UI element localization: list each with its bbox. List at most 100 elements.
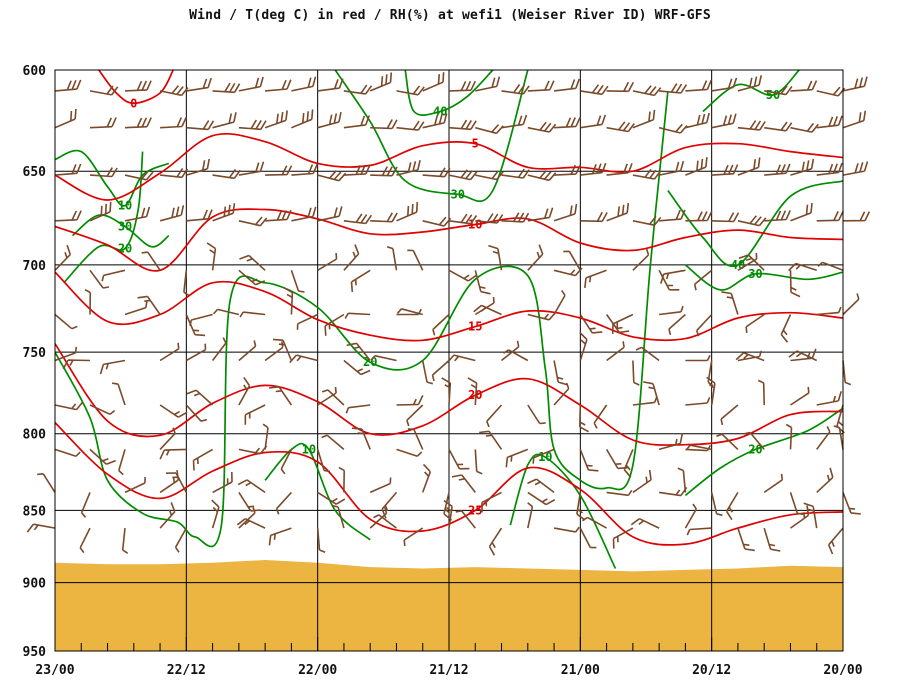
wind-barb [289,354,318,364]
wind-barb [553,289,566,315]
wind-barb [343,213,373,225]
temperature-contour-label: 5 [472,137,479,151]
wind-barb [711,77,738,92]
wind-barb [503,349,529,362]
wind-barb-shape [448,213,478,225]
wind-barb [317,170,347,182]
wind-barb [206,242,217,271]
wind-barb-shape [317,252,338,271]
wind-barb-shape [686,527,712,536]
wind-barb [189,313,213,327]
wind-barb [62,359,91,370]
wind-barb-shape [745,313,765,333]
wind-barb-shape [720,404,739,426]
wind-barb [659,305,684,316]
wind-barb [481,491,502,513]
wind-barb [124,80,152,92]
wind-barb [527,404,546,425]
wind-barb [579,314,603,334]
wind-barb [606,81,635,93]
y-tick-label: 950 [23,645,47,660]
wind-barb [685,79,713,92]
wind-barb [789,492,804,516]
wind-barb-shape [396,85,425,96]
wind-barb [264,110,288,129]
wind-barb [343,115,370,129]
wind-barb-shape [239,254,266,271]
wind-barb [763,527,781,552]
rh-contour-line [684,264,844,291]
wind-barb [124,476,146,494]
wind-barb [160,117,187,129]
wind-barb-shape [501,84,530,95]
wind-barb-shape [159,448,187,460]
wind-barb-shape [290,270,305,293]
wind-barb-shape [710,492,723,517]
wind-barb [725,491,739,521]
wind-barb [89,201,112,222]
wind-barb-shape [580,162,607,176]
wind-barb-shape [527,311,557,321]
wind-barb [553,360,569,386]
wind-barb [291,109,314,129]
wind-barb-shape [396,395,424,406]
wind-barb-shape [316,449,331,473]
wind-barb-shape [421,463,432,493]
wind-barb [563,250,581,271]
wind-barb [553,526,580,533]
wind-barb-shape [289,354,318,364]
wind-barb-shape [711,164,739,176]
wind-barb [816,391,842,406]
wind-barb [488,527,503,556]
chart-title: Wind / T(deg C) in red / RH(%) at wefi1 … [189,8,711,23]
wind-barb-shape [474,270,491,295]
wind-barb-shape [842,211,871,222]
wind-barb-shape [159,342,180,362]
wind-barb [238,161,265,176]
y-tick-label: 750 [23,346,47,361]
wind-barb [238,216,268,227]
wind-barb [474,449,483,475]
wind-barb [343,244,360,271]
wind-barb [291,76,317,92]
wind-barb [606,121,635,133]
wind-barb-shape [789,492,804,516]
wind-barb-shape [503,349,529,362]
wind-barb [446,354,476,364]
wind-barb-shape [396,202,419,222]
wind-barb-shape [124,80,152,92]
wind-barb-shape [26,523,56,533]
wind-barb [695,313,713,337]
wind-barb-shape [89,269,110,289]
wind-barb-shape [584,269,607,288]
wind-barb [632,109,656,129]
wind-barb [474,270,491,295]
wind-barb [26,523,56,533]
wind-barb-shape [744,431,765,450]
wind-barb [788,350,818,362]
wind-barb-shape [659,83,688,94]
wind-barb-shape [343,164,371,176]
wind-barb-shape [632,85,662,97]
wind-barb-shape [842,161,869,176]
wind-barb [474,296,495,316]
wind-barb [790,122,819,133]
x-tick-label: 22/00 [298,663,337,678]
wind-barb-shape [527,169,557,182]
wind-barb-shape [721,291,739,315]
wind-barb-shape [441,377,452,406]
wind-barb-shape [124,301,148,316]
wind-barb [623,449,634,478]
wind-barb [448,213,478,225]
wind-barb-shape [272,338,293,361]
wind-barb-shape [124,476,146,494]
wind-barb-shape [422,113,448,129]
wind-barb-shape [475,76,501,92]
wind-barb-shape [737,157,761,176]
wind-barb [186,120,215,131]
wind-barb-shape [711,113,737,129]
wind-barb [54,79,82,92]
wind-barb [501,84,530,95]
wind-barb-shape [632,248,650,271]
temperature-contour-label: 25 [468,503,482,517]
